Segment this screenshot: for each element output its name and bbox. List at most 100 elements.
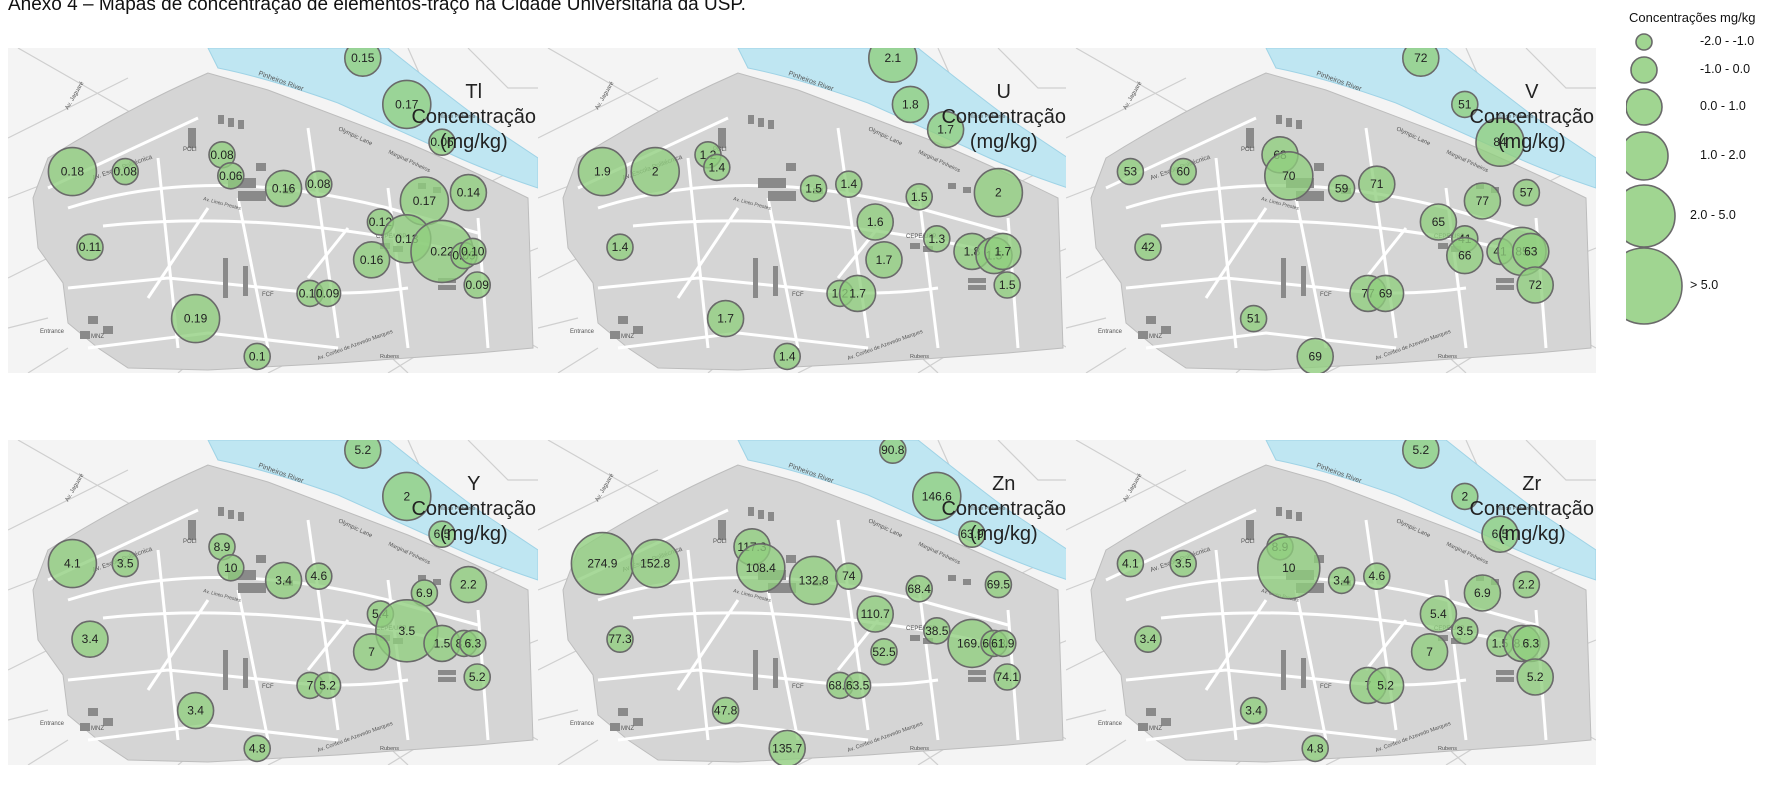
- value-label: 0.17: [413, 194, 437, 208]
- concentration-circle: [1327, 174, 1356, 203]
- concentration-circle: [606, 625, 634, 653]
- concentration-circle: [630, 538, 680, 589]
- value-label: 2: [1461, 489, 1468, 503]
- rubens-label: Rubens: [380, 354, 399, 360]
- value-label: 38.5: [925, 624, 949, 638]
- value-label: 6.5: [1492, 527, 1509, 541]
- value-label: 1.5: [805, 181, 822, 195]
- value-label: 2.1: [884, 51, 901, 65]
- value-label: 77.3: [608, 632, 632, 646]
- concentration-circle: [1239, 304, 1268, 333]
- panel-title: Zr Concentração (mg/kg): [1469, 472, 1594, 547]
- concentration-circle: [856, 203, 895, 241]
- concentration-circle: [243, 342, 271, 371]
- value-label: 0.1: [249, 349, 266, 363]
- value-label: 4.1: [1122, 557, 1139, 571]
- value-label: 108.4: [746, 561, 776, 575]
- value-label: 3.4: [1140, 632, 1157, 646]
- panel-title: Y Concentração (mg/kg): [411, 472, 536, 547]
- legend: Concentrações mg/kg -2.0 - -1.0 -1.0 - 0.…: [1605, 8, 1786, 368]
- legend-circle: [1635, 33, 1653, 51]
- value-label: 4.8: [249, 741, 266, 755]
- concentration-circle: [926, 110, 965, 149]
- concentration-circle: [993, 663, 1022, 691]
- concentration-circle: [868, 48, 918, 83]
- concentration-circle: [313, 671, 342, 700]
- rubens-label: Rubens: [910, 746, 929, 752]
- value-label: 2: [403, 489, 410, 503]
- concentration-circle: [1264, 151, 1314, 201]
- poli-label: POLI: [1241, 539, 1255, 545]
- legend-label: > 5.0: [1690, 278, 1719, 292]
- concentration-points: 2.75.226.54.13.58.9103.44.66.92.25.43.51…: [47, 440, 492, 763]
- subtitle-concentracao: Concentração: [411, 106, 536, 128]
- concentration-circle: [1296, 337, 1334, 373]
- element-name: Zn: [992, 473, 1016, 495]
- concentration-circle: [706, 299, 745, 338]
- value-label: 63.9: [960, 527, 984, 541]
- subtitle-unit: (mg/kg): [439, 523, 508, 545]
- value-label: 135.7: [772, 741, 802, 755]
- concentration-circle: [993, 271, 1022, 299]
- fcf-label: FCF: [262, 292, 274, 298]
- rubens-label: Rubens: [1438, 746, 1457, 752]
- concentration-circle: [170, 293, 221, 344]
- value-label: 1.4: [612, 240, 629, 254]
- value-label: 70: [1282, 169, 1296, 183]
- concentration-circle: [905, 183, 934, 211]
- concentration-circle: [1516, 266, 1555, 304]
- concentration-circle: [304, 170, 333, 198]
- concentration-circle: [449, 565, 488, 604]
- concentration-circle: [1445, 236, 1484, 275]
- value-label: 3.4: [82, 632, 99, 646]
- value-label: 74: [842, 569, 856, 583]
- value-label: 0.09: [316, 286, 340, 300]
- vila-label: Vila de Pinheiros: [968, 506, 1006, 512]
- value-label: 7: [307, 678, 314, 692]
- concentration-circle: [1116, 549, 1145, 578]
- concentration-circle: [870, 638, 898, 666]
- legend-circle: [1605, 247, 1683, 325]
- legend-circle: [1625, 88, 1663, 126]
- value-label: 68.4: [908, 582, 932, 596]
- mnz-label: MNZ: [621, 334, 634, 340]
- entrance-label: Entrance: [570, 329, 595, 335]
- value-label: 0.14: [457, 186, 481, 200]
- vila-label: Vila de Pinheiros: [968, 114, 1006, 120]
- subtitle-unit: (mg/kg): [1497, 523, 1566, 545]
- concentration-circle: [703, 153, 731, 182]
- concentration-circle: [47, 146, 98, 197]
- concentration-circle: [1134, 625, 1162, 653]
- entrance-label: Entrance: [1098, 329, 1123, 335]
- subtitle-unit: (mg/kg): [1497, 131, 1566, 153]
- value-label: 3.4: [1245, 704, 1262, 718]
- panel-title: V Concentração (mg/kg): [1469, 80, 1594, 155]
- concentration-circle: [1410, 633, 1449, 671]
- element-name: V: [1525, 81, 1539, 103]
- subtitle-unit: (mg/kg): [969, 131, 1038, 153]
- fcf-label: FCF: [1320, 684, 1332, 690]
- concentration-circle: [111, 157, 139, 186]
- river: [207, 48, 538, 189]
- value-label: 6.9: [416, 586, 433, 600]
- concentration-circle: [856, 595, 895, 633]
- concentration-circle: [911, 471, 962, 522]
- value-label: 7: [1426, 645, 1433, 659]
- concentration-circle: [1450, 90, 1479, 119]
- concentration-circle: [428, 128, 456, 156]
- river: [207, 440, 538, 581]
- poli-label: POLI: [183, 539, 197, 545]
- value-label: 5.2: [1412, 443, 1429, 457]
- value-label: 52.5: [872, 645, 896, 659]
- mnz-label: MNZ: [91, 726, 104, 732]
- concentration-circle: [922, 617, 951, 645]
- value-label: 3.5: [1175, 557, 1192, 571]
- value-label: 47.8: [714, 704, 738, 718]
- value-label: 2.2: [460, 578, 477, 592]
- value-label: 0.08: [114, 165, 138, 179]
- value-label: 5.2: [469, 670, 486, 684]
- value-label: 1.7: [937, 123, 954, 137]
